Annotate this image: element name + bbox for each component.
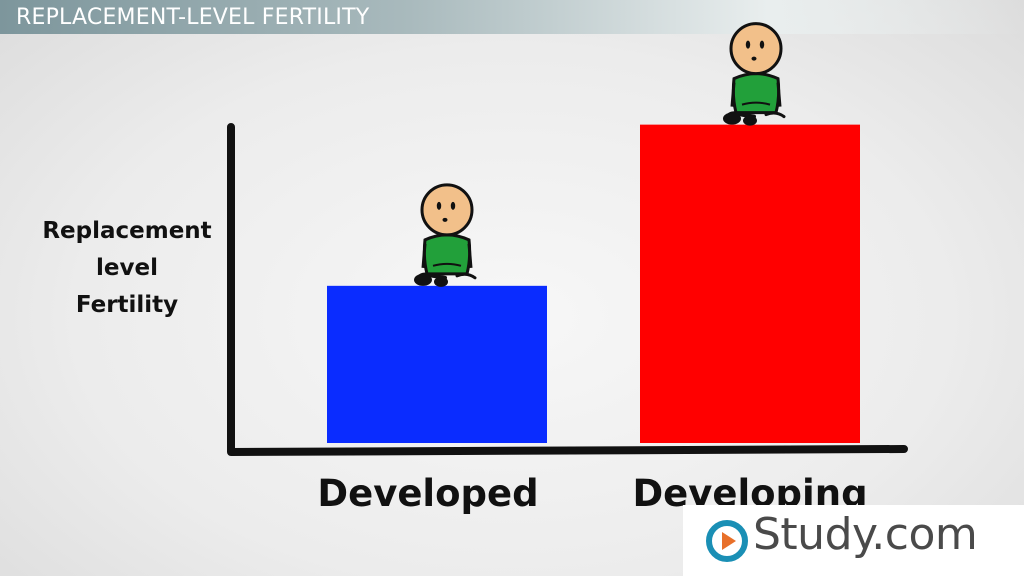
logo: Study.com — [683, 505, 1024, 576]
play-circle-icon — [706, 520, 748, 562]
y-axis-label: Replacement level Fertility — [42, 218, 211, 318]
bar-developing — [640, 124, 860, 443]
axes — [227, 123, 908, 456]
cartoon-person-icon — [414, 183, 477, 287]
cartoon-person-icon — [723, 22, 786, 126]
title-bar: REPLACEMENT-LEVEL FERTILITY — [0, 0, 1024, 34]
slide-title: REPLACEMENT-LEVEL FERTILITY — [16, 5, 370, 30]
bar-developed — [327, 285, 547, 443]
y-axis-label-line-1: Replacement — [42, 218, 211, 244]
y-axis-label-line-2: level — [96, 255, 158, 281]
category-label-developed: Developed — [317, 472, 538, 515]
y-axis-label-line-3: Fertility — [76, 292, 178, 318]
bars — [327, 124, 860, 443]
figures — [414, 22, 786, 287]
logo-text: Study.com — [753, 509, 978, 560]
